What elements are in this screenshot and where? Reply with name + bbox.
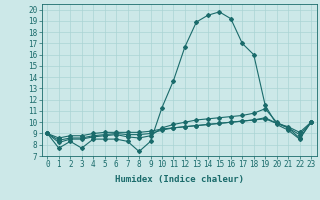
X-axis label: Humidex (Indice chaleur): Humidex (Indice chaleur) — [115, 175, 244, 184]
